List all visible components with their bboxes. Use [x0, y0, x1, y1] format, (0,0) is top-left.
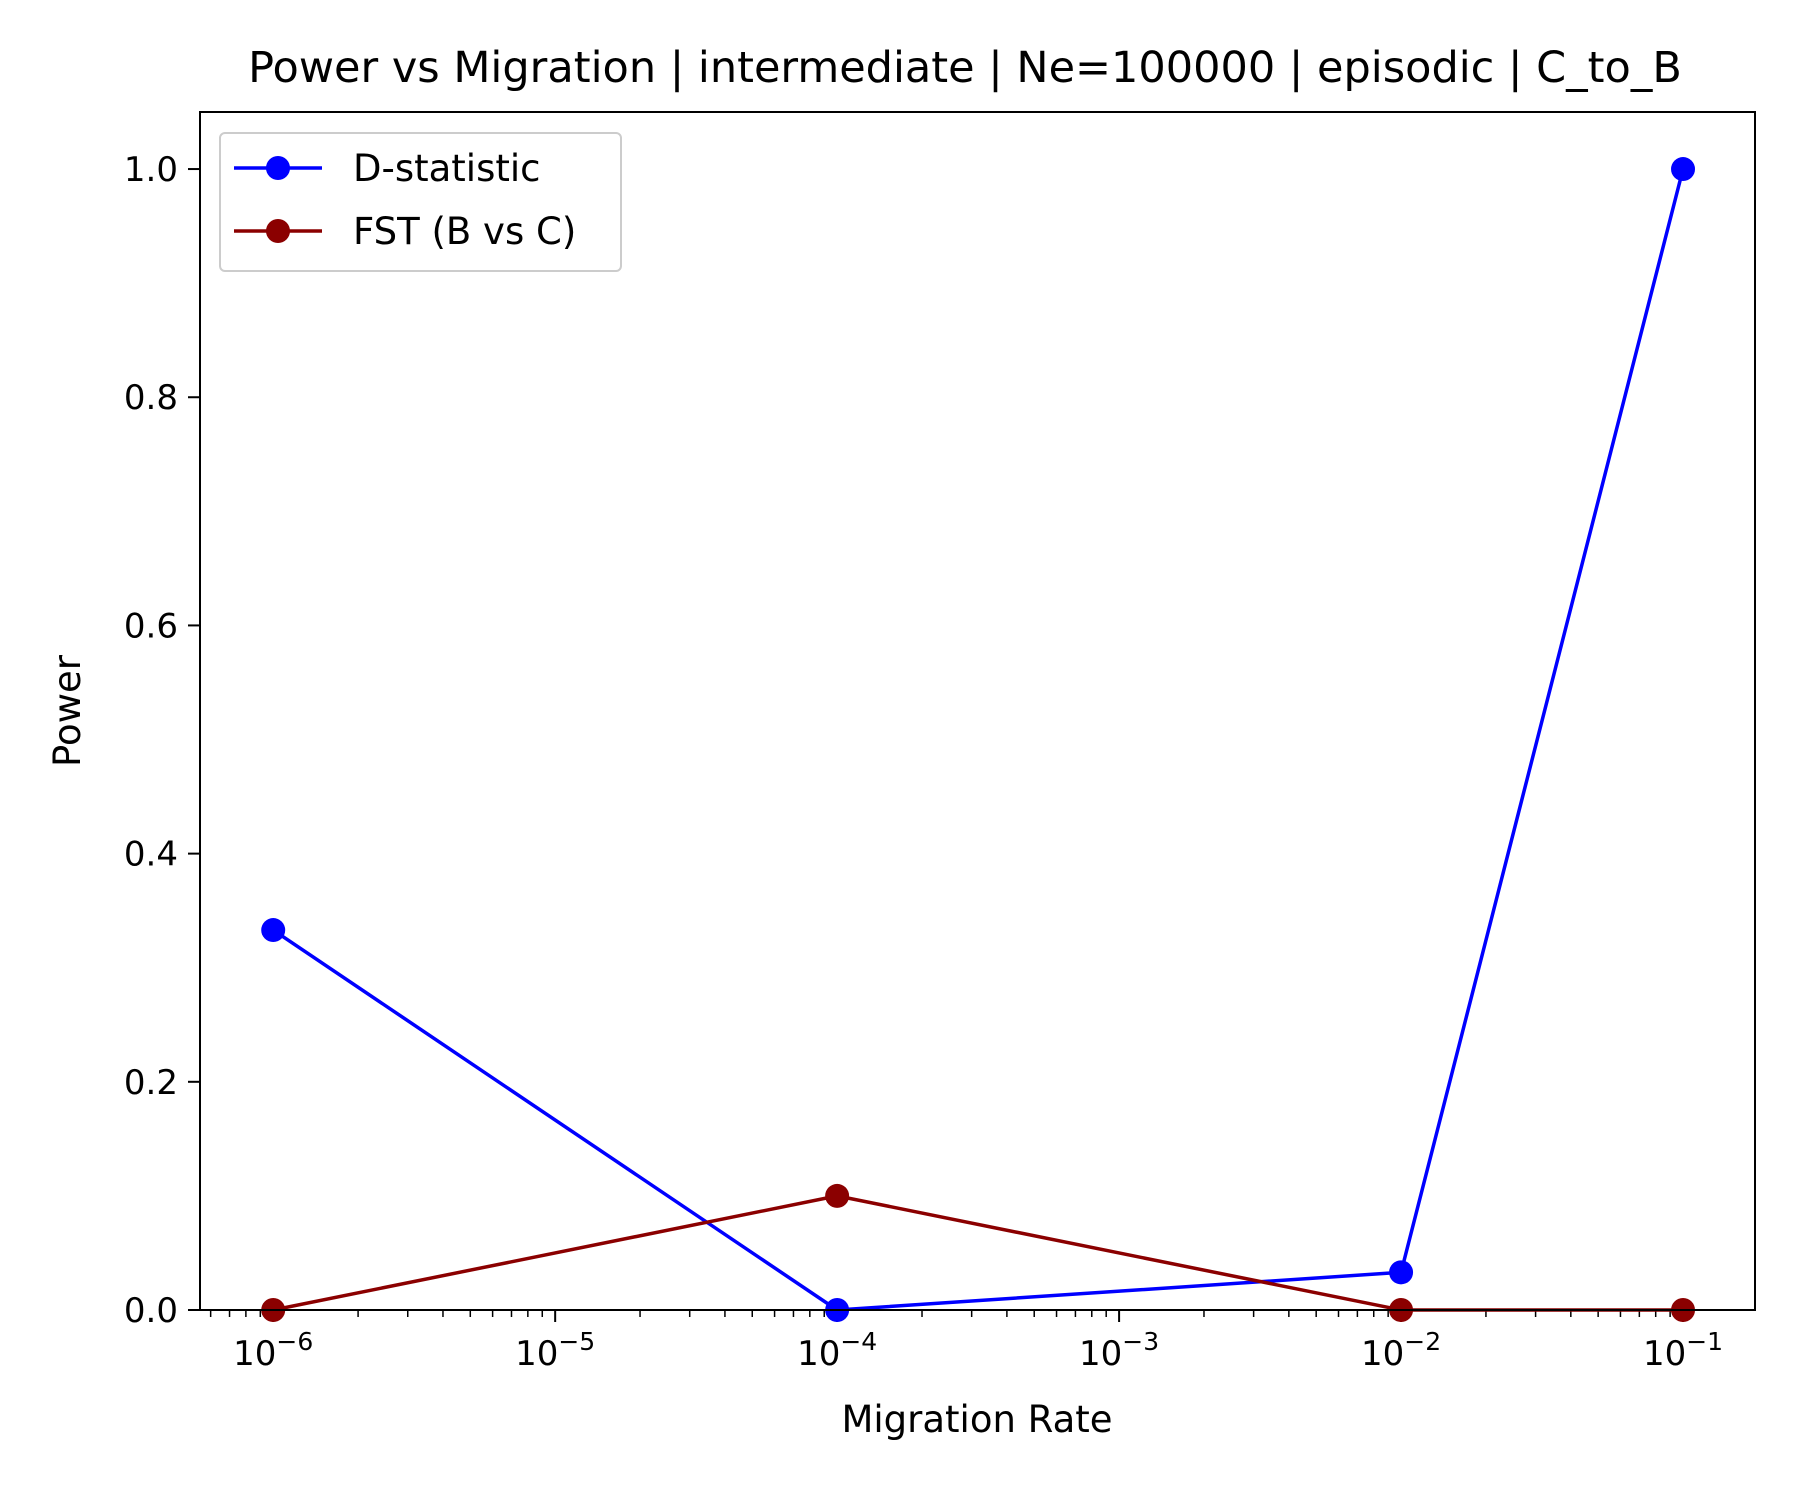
legend: D-statistic FST (B vs C) [219, 132, 622, 272]
series-line-0 [272, 168, 1685, 1312]
x-axis-ticks: 10−6 10−5 10−4 10−3 10−2 10−1 [209, 1310, 1723, 1374]
x-tick-label: 10−5 [515, 1327, 595, 1374]
legend-marker-fst [266, 219, 290, 243]
x-tick-label: 10−6 [233, 1327, 313, 1374]
y-tick-label: 0.0 [124, 1291, 178, 1331]
y-axis-ticks: 0.0 0.2 0.4 0.6 0.8 1.0 [124, 150, 200, 1331]
legend-marker-d-statistic [266, 156, 290, 180]
legend-label-fst: FST (B vs C) [353, 210, 576, 253]
plot-frame [199, 111, 1756, 1311]
plot-area [200, 112, 1755, 1310]
x-tick-label: 10−1 [1643, 1327, 1723, 1374]
x-tick-label: 10−3 [1079, 1327, 1159, 1374]
legend-label-d-statistic: D-statistic [353, 147, 541, 190]
y-tick-label: 0.4 [124, 835, 178, 875]
data-point-0-2 [1389, 1260, 1414, 1285]
y-axis-label: Power [46, 654, 89, 767]
x-tick-label: 10−2 [1361, 1327, 1441, 1374]
data-point-1-1 [825, 1183, 850, 1208]
x-tick-label: 10−4 [797, 1327, 877, 1374]
y-tick-label: 0.2 [124, 1063, 178, 1103]
chart-title: Power vs Migration | intermediate | Ne=1… [248, 43, 1682, 93]
y-tick-label: 0.6 [124, 606, 178, 646]
x-axis-label: Migration Rate [841, 1398, 1112, 1441]
y-tick-label: 0.8 [124, 378, 178, 418]
data-point-0-3 [1671, 157, 1696, 182]
y-tick-label: 1.0 [124, 150, 178, 190]
data-point-0-0 [261, 918, 286, 943]
